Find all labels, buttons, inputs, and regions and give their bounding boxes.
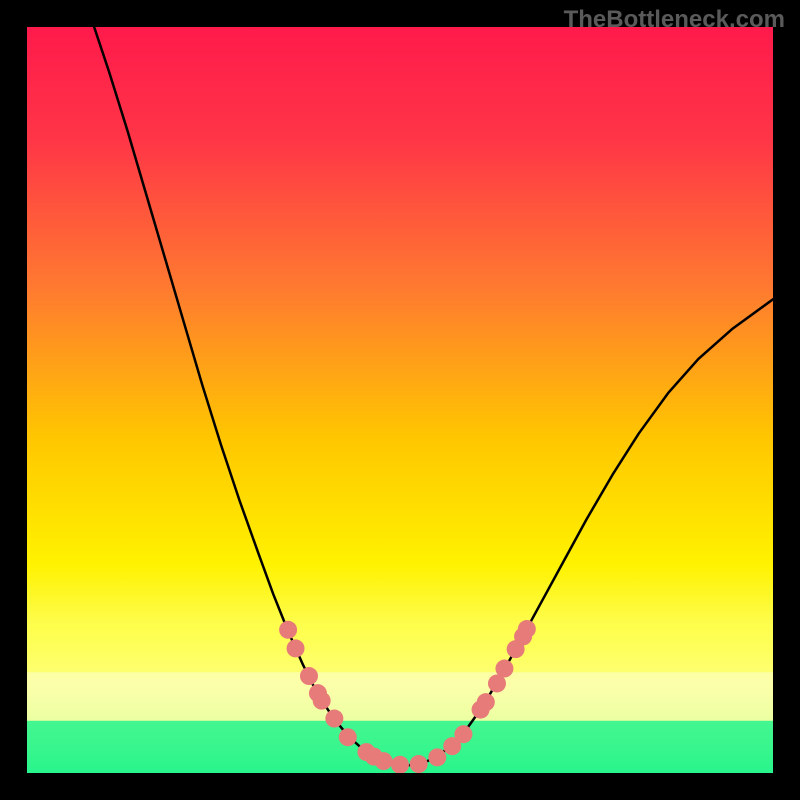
scatter-point [279, 621, 297, 639]
scatter-point [313, 692, 331, 710]
scatter-point [410, 755, 428, 773]
scatter-point [391, 756, 409, 774]
color-band [27, 672, 773, 720]
chart-container: TheBottleneck.com [0, 0, 800, 800]
scatter-point [375, 752, 393, 770]
scatter-point [477, 693, 495, 711]
scatter-point [495, 660, 513, 678]
scatter-point [325, 710, 343, 728]
color-band [27, 624, 773, 672]
scatter-point [428, 748, 446, 766]
watermark-label: TheBottleneck.com [564, 6, 785, 34]
scatter-point [339, 728, 357, 746]
scatter-point [300, 667, 318, 685]
scatter-point [454, 725, 472, 743]
bottleneck-chart [0, 0, 800, 800]
scatter-point [518, 620, 536, 638]
scatter-point [287, 639, 305, 657]
